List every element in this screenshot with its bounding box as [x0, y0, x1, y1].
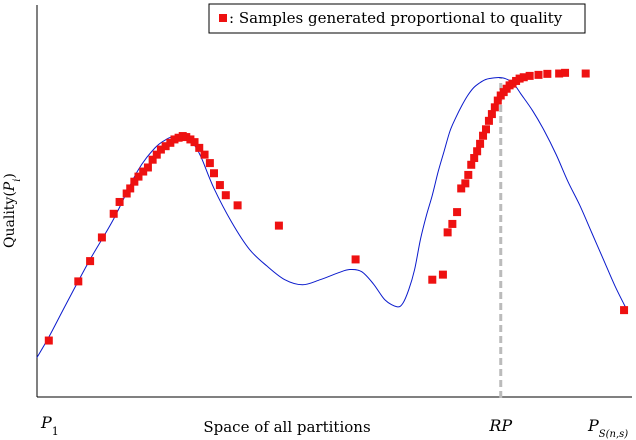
- sample-point: [139, 167, 148, 176]
- sample-point: [515, 74, 524, 83]
- sample-point: [493, 96, 502, 105]
- y-axis-label: Quality(Pi): [2, 173, 23, 248]
- sample-point: [487, 110, 496, 119]
- sample-point: [555, 69, 564, 78]
- legend-label: : Samples generated proportional to qual…: [229, 9, 563, 27]
- sample-point: [156, 145, 165, 154]
- sample-point: [170, 135, 179, 144]
- sample-point: [210, 169, 218, 178]
- sample-point: [481, 125, 490, 134]
- sample-point: [152, 150, 161, 159]
- sample-point: [428, 275, 437, 284]
- sample-point: [448, 219, 457, 228]
- sample-point: [97, 233, 106, 242]
- sample-point: [453, 208, 462, 217]
- sample-point: [161, 142, 170, 151]
- legend-box: [208, 3, 586, 34]
- legend: : Samples generated proportional to qual…: [208, 3, 586, 34]
- sample-point: [186, 135, 195, 144]
- sample-point: [443, 228, 452, 237]
- sample-point: [74, 277, 83, 286]
- legend-marker: [219, 14, 227, 22]
- x-axis-label: Space of all partitions: [203, 418, 370, 436]
- sample-point: [274, 221, 283, 230]
- sample-point: [109, 209, 118, 218]
- sample-point: [457, 184, 466, 193]
- sample-point: [543, 69, 552, 78]
- sample-point: [44, 336, 53, 345]
- sample-point: [130, 177, 139, 186]
- sample-point: [519, 73, 528, 82]
- x-tick-label-rp: RP: [488, 416, 512, 435]
- sample-point: [484, 116, 493, 125]
- sample-point: [195, 143, 204, 152]
- sample-point: [174, 133, 183, 142]
- sample-point: [215, 181, 224, 190]
- sample-point: [351, 255, 360, 264]
- sample-point: [86, 257, 95, 266]
- sample-point: [205, 159, 214, 168]
- sample-point: [534, 70, 543, 79]
- sample-point: [464, 170, 473, 179]
- sample-point: [221, 191, 230, 200]
- sample-point: [461, 179, 470, 188]
- sample-point: [479, 131, 488, 140]
- sample-point: [134, 172, 143, 181]
- x-tick-label-right: PS(n,s): [587, 416, 628, 440]
- sample-point: [581, 69, 590, 78]
- sample-point: [525, 71, 534, 80]
- quality-curve: [36, 76, 628, 358]
- sample-point: [470, 154, 479, 163]
- sample-point: [473, 147, 482, 156]
- sample-point: [476, 139, 485, 148]
- sample-point: [182, 133, 191, 142]
- sample-point: [148, 155, 157, 164]
- sample-point: [190, 138, 199, 147]
- sample-point: [115, 197, 124, 206]
- sample-point: [233, 201, 242, 210]
- sample-point: [467, 160, 476, 169]
- sample-point: [438, 270, 447, 279]
- sample-point: [200, 150, 209, 159]
- sample-point: [122, 189, 131, 198]
- sample-point: [490, 103, 499, 112]
- x-tick-label-left: P1: [40, 413, 59, 438]
- sample-point: [620, 306, 629, 315]
- sample-point: [166, 138, 175, 147]
- sample-point: [143, 163, 152, 172]
- sample-point: [126, 184, 135, 193]
- sample-point: [561, 68, 570, 77]
